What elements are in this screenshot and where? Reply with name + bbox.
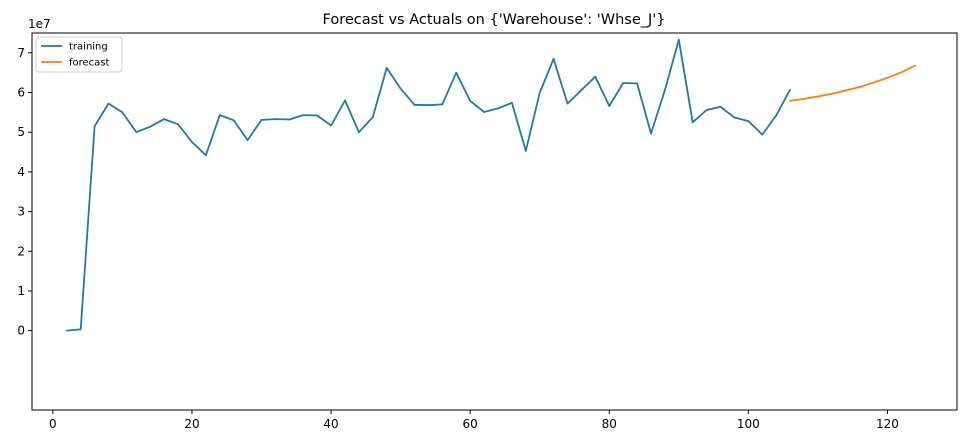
data-point-training [538,92,541,94]
data-point-training [121,111,124,114]
data-point-training [566,102,569,105]
y-tick-label: 1 [17,284,25,298]
data-point-forecast [872,81,875,84]
data-point-training [664,89,666,91]
data-point-training [246,139,249,141]
data-point-training [302,114,305,116]
y-tick-label: 2 [17,244,25,258]
data-point-forecast [886,77,889,79]
data-point-training [358,131,360,134]
data-point-training [511,102,513,104]
data-point-forecast [831,92,833,95]
data-point-forecast [817,95,819,98]
data-point-training [691,121,694,124]
data-point-training [413,104,416,106]
x-tick-label: 100 [737,417,760,431]
series-line-forecast [789,64,916,102]
data-point-training [149,125,152,128]
data-point-training [469,100,471,102]
data-point-training [580,89,583,91]
data-point-training [274,118,277,120]
y-axis: 0 1 2 3 4 5 6 7 [17,46,32,338]
data-point-training [288,118,291,121]
data-point-training [761,133,764,136]
x-tick-label: 0 [49,417,57,431]
x-axis: 0 20 40 60 80 100 120 [49,410,899,431]
data-point-training [385,67,388,69]
data-point-training [747,120,750,122]
x-tick-label: 40 [323,417,338,431]
y-tick-label: 5 [17,125,25,139]
data-point-training [636,82,638,85]
data-point-training [330,124,332,127]
data-point-training [191,141,193,143]
x-tick-label: 80 [602,417,617,431]
data-point-forecast [900,71,903,74]
data-point-training [608,105,611,107]
legend-label-forecast: forecast [69,58,110,69]
data-point-training [399,87,402,90]
data-point-forecast [858,86,861,88]
data-point-training [371,116,374,118]
data-point-training [775,114,777,117]
data-point-training [594,75,597,78]
data-point-training [524,150,527,152]
y-tick-label: 3 [17,205,25,219]
data-point-training [789,88,791,91]
data-point-training [260,119,263,121]
data-point-training [232,119,235,122]
plot-area [31,32,958,411]
data-point-training [79,328,82,331]
y-tick-label: 6 [17,86,25,100]
data-point-training [650,132,652,135]
legend-label-training: training [69,42,108,53]
y-tick-label: 4 [17,165,25,179]
data-point-forecast [844,89,847,92]
data-point-training [497,107,499,110]
x-tick-label: 20 [184,417,199,431]
data-point-training [719,106,722,108]
data-point-training [135,131,138,134]
data-point-training [483,111,485,113]
y-tick-label: 7 [17,46,25,60]
data-point-training [678,38,680,41]
x-tick-label: 60 [463,417,478,431]
data-point-training [705,109,708,111]
data-point-training [93,125,96,128]
data-point-training [316,114,318,117]
data-point-training [65,329,68,332]
data-point-training [163,118,165,120]
data-point-training [218,114,221,116]
data-point-training [427,104,430,107]
data-point-training [344,99,346,102]
series-lines [65,38,917,332]
legend: training forecast [35,36,123,73]
data-point-training [177,123,179,126]
data-point-training [107,102,110,105]
y-offset-text: 1e7 [28,17,51,31]
data-point-training [622,82,624,84]
data-point-training [441,103,444,106]
data-point-training [552,57,555,60]
data-point-training [733,116,736,119]
data-point-training [205,154,207,157]
y-tick-label: 0 [17,324,25,338]
chart-title: Forecast vs Actuals on {'Warehouse': 'Wh… [323,12,666,28]
data-point-forecast [789,100,791,102]
x-tick-label: 120 [876,417,899,431]
data-point-forecast [803,98,805,100]
data-point-training [455,71,458,74]
data-point-forecast [914,64,917,67]
